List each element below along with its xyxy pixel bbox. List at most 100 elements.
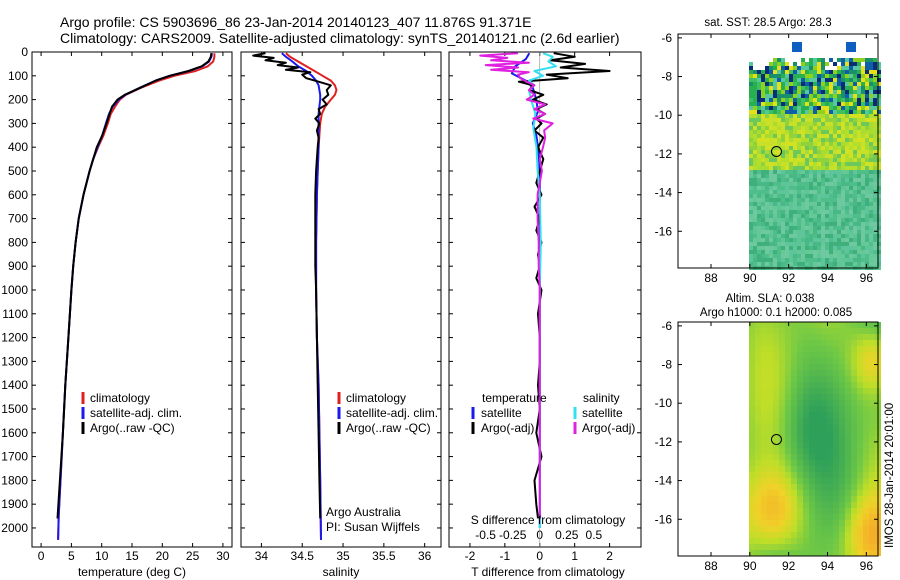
sst-cell [853, 178, 857, 182]
sst-cell [773, 66, 777, 70]
sst-cell [825, 238, 829, 242]
sst-cell [821, 90, 825, 94]
sst-cell [849, 250, 853, 254]
sst-cell [801, 206, 805, 210]
sla-cell [845, 538, 851, 544]
sst-cell [749, 234, 753, 238]
sla-cell [755, 460, 761, 466]
sst-cell [821, 206, 825, 210]
sst-cell [877, 106, 881, 110]
sst-cell [777, 206, 781, 210]
sla-cell [767, 352, 773, 358]
sst-cell [833, 246, 837, 250]
sst-cell [873, 254, 877, 258]
sst-cell [793, 102, 797, 106]
sla-cell [815, 346, 821, 352]
sst-cell [861, 218, 865, 222]
sst-cell [749, 182, 753, 186]
sst-cell [849, 242, 853, 246]
sst-cell [841, 118, 845, 122]
sst-cell [793, 202, 797, 206]
sst-cell [857, 222, 861, 226]
sst-cell [753, 114, 757, 118]
sst-cell [853, 262, 857, 266]
sst-cell [853, 158, 857, 162]
sla-cell [863, 514, 869, 520]
sla-cell [767, 394, 773, 400]
sla-cell [749, 442, 755, 448]
sla-cell [869, 346, 875, 352]
sst-cell [777, 218, 781, 222]
sst-cell [817, 162, 821, 166]
sst-cell [809, 226, 813, 230]
sst-cell [797, 82, 801, 86]
sst-cell [813, 178, 817, 182]
sst-cell [833, 90, 837, 94]
sla-cell [839, 334, 845, 340]
sla-cell [785, 466, 791, 472]
sst-cell [757, 166, 761, 170]
sst-cell [789, 246, 793, 250]
sst-cell [789, 258, 793, 262]
sla-cell [761, 478, 767, 484]
sla-cell [845, 514, 851, 520]
sla-cell [779, 382, 785, 388]
sst-cell [801, 102, 805, 106]
sst-cell [829, 126, 833, 130]
sst-cell [769, 246, 773, 250]
sst-cell [841, 230, 845, 234]
sla-cell [749, 364, 755, 370]
sst-cell [777, 262, 781, 266]
sla-cell [809, 364, 815, 370]
sla-cell [869, 376, 875, 382]
sla-cell [749, 526, 755, 532]
sst-cell [809, 202, 813, 206]
sst-cell [797, 210, 801, 214]
sla-cell [821, 382, 827, 388]
sst-cell [777, 62, 781, 66]
sst-cell [765, 118, 769, 122]
sst-cell [809, 66, 813, 70]
map-y-tick-label: -10 [655, 108, 673, 122]
sst-cell [801, 62, 805, 66]
sst-cell [781, 258, 785, 262]
sst-cell [817, 170, 821, 174]
sst-cell [769, 102, 773, 106]
sst-cell [841, 142, 845, 146]
sst-cell [833, 146, 837, 150]
sst-cell [761, 178, 765, 182]
sst-cell [793, 86, 797, 90]
sst-cell [817, 238, 821, 242]
sst-cell [829, 138, 833, 142]
sla-cell [821, 400, 827, 406]
sst-cell [837, 66, 841, 70]
sst-cell [877, 234, 881, 238]
sst-cell [749, 114, 753, 118]
map-y-tick-label: -6 [661, 31, 672, 45]
sla-cell [851, 442, 857, 448]
sla-cell [767, 538, 773, 544]
sst-cell [853, 174, 857, 178]
sla-cell [869, 334, 875, 340]
sst-cell [785, 186, 789, 190]
sst-cell [845, 122, 849, 126]
sst-cell [797, 242, 801, 246]
sst-cell [849, 66, 853, 70]
sst-cell [773, 182, 777, 186]
sst-cell [785, 242, 789, 246]
sst-cell [829, 70, 833, 74]
sla-cell [821, 544, 827, 550]
sst-cell [849, 226, 853, 230]
map-x-tick-label: 90 [743, 271, 757, 285]
sst-cell [853, 130, 857, 134]
sla-cell [773, 436, 779, 442]
sla-cell [839, 412, 845, 418]
sla-cell [797, 472, 803, 478]
sst-cell [857, 230, 861, 234]
sst-cell [837, 106, 841, 110]
sla-cell [845, 340, 851, 346]
sla-cell [851, 502, 857, 508]
sst-cell [853, 222, 857, 226]
sla-cell [803, 538, 809, 544]
sla-cell [809, 406, 815, 412]
